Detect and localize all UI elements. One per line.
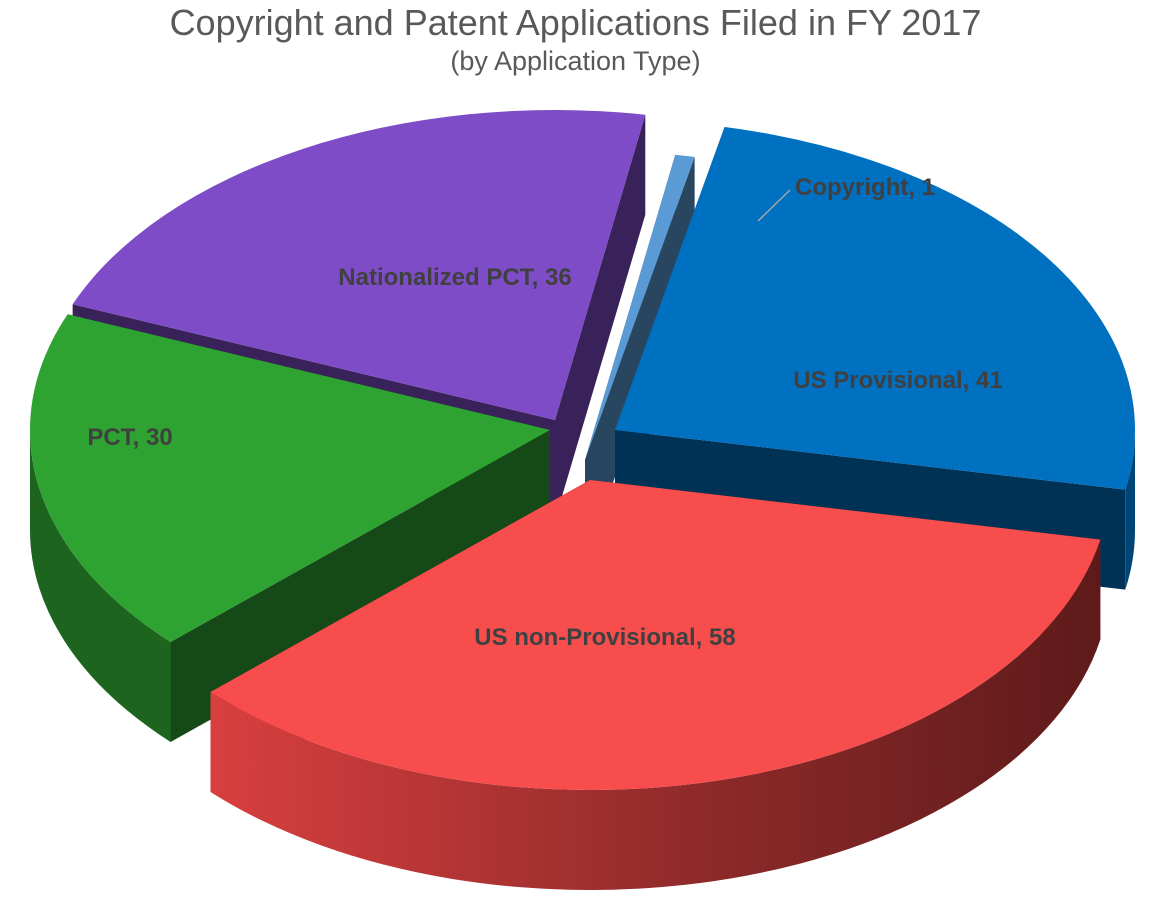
slice-nationalized-pct — [72, 110, 646, 420]
copyright-leader-line — [757, 189, 791, 222]
pie-slices — [29, 110, 1135, 890]
nationalized-pct-side-wall-1 — [555, 114, 646, 520]
data-label-us-non-provisional: US non-Provisional, 58 — [474, 624, 735, 651]
pie-top-faces — [29, 110, 1135, 790]
slice-pct — [29, 314, 550, 642]
pie-data-labels: Copyright, 1 US Provisional, 41 US non-P… — [87, 174, 1002, 651]
us-provisional-outer-rim-0 — [1125, 430, 1135, 590]
pct-outer-rim-0 — [30, 430, 171, 742]
slice-copyright — [585, 154, 695, 460]
chart-subtitle: (by Application Type) — [450, 46, 701, 76]
slice-us-provisional — [615, 126, 1135, 490]
data-label-us-provisional: US Provisional, 41 — [793, 367, 1002, 394]
slice-us-non-provisional — [210, 480, 1101, 790]
data-label-pct: PCT, 30 — [87, 424, 172, 451]
data-label-copyright: Copyright, 1 — [795, 174, 935, 201]
us-non-provisional-outer-rim-0 — [210, 539, 1101, 890]
data-label-nationalized-pct: Nationalized PCT, 36 — [338, 264, 571, 291]
copyright-side-wall-1 — [585, 156, 695, 560]
chart-title: Copyright and Patent Applications Filed … — [169, 2, 982, 43]
